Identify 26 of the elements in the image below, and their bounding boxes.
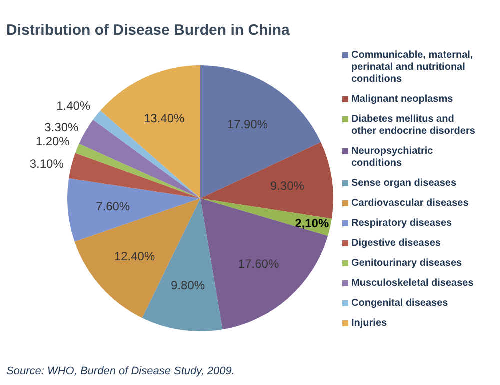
data-label: 1.20% [36,134,70,149]
legend-label: Injuries [352,318,388,329]
data-label: 3.30% [44,120,80,134]
data-label: 17.90% [227,117,268,132]
legend-label: Digestive diseases [352,238,442,249]
data-label: 13.40% [144,112,185,126]
legend-label: Communicable, maternal, perinatal and nutritional conditions [352,50,474,85]
data-label: 9.80% [171,278,206,292]
data-label: 1.40% [56,99,91,114]
chart-title: Distribution of Disease Burden in China [6,22,291,39]
data-label: 17.60% [238,257,280,272]
legend-label: Cardiovascular diseases [352,198,470,209]
legend-label: Sense organ diseases [352,178,457,189]
legend-label: Genitourinary diseases [352,258,463,269]
data-label: 9.30% [270,179,305,194]
data-label: 3.10% [30,156,64,171]
legend-label: Diabetes mellitus and other endocrine disorders [352,114,476,137]
legend-label: Neuropsychiatric conditions [352,146,434,169]
data-label: 12.40% [114,250,156,264]
source-note: Source: WHO, Burden of Disease Study, 2009. [6,366,235,378]
legend-label: Musculoskeletal diseases [352,278,474,289]
legend-label: Respiratory diseases [352,218,453,229]
legend-label: Congenital diseases [352,298,449,309]
data-label: 7.60% [96,199,130,214]
data-label: 2,10% [295,216,330,230]
legend-label: Malignant neoplasms [352,94,454,105]
